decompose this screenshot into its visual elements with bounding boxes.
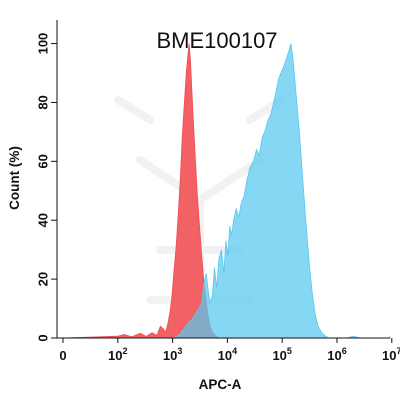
- x-tick-label: 105: [272, 346, 291, 363]
- x-tick-label: 106: [327, 346, 346, 363]
- x-axis-ticks: 0102103104105106107108: [59, 338, 400, 363]
- y-tick-label: 20: [36, 272, 51, 286]
- x-tick-label: 104: [218, 346, 237, 363]
- series-area-1: [62, 43, 221, 339]
- x-tick-label: 0: [59, 348, 66, 363]
- series-area-2: [63, 43, 391, 339]
- plot-frame: [56, 20, 390, 339]
- x-tick-label: 102: [108, 346, 127, 363]
- x-tick-label: 103: [163, 346, 182, 363]
- y-tick-label: 40: [36, 213, 51, 227]
- y-tick-label: 100: [36, 33, 51, 55]
- y-tick-label: 80: [36, 95, 51, 109]
- histogram-series: [62, 43, 391, 339]
- y-axis-ticks: 0 20 40 60 80 100: [36, 33, 57, 342]
- y-tick-label: 60: [36, 154, 51, 168]
- y-axis-label: Count (%): [7, 146, 22, 210]
- x-tick-label: 107: [382, 346, 400, 363]
- y-tick-label: 0: [36, 334, 51, 341]
- chart-title: BME100107: [156, 28, 277, 53]
- x-axis-label: APC-A: [199, 377, 242, 392]
